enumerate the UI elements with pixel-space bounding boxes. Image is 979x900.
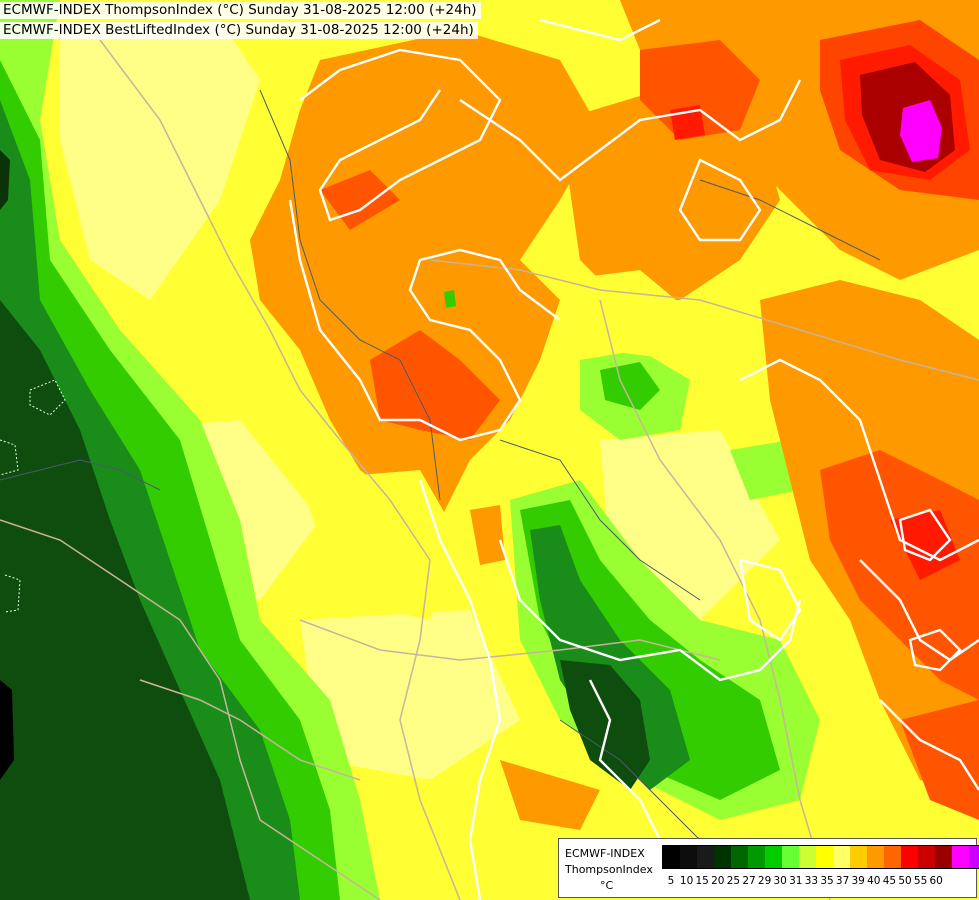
legend-swatch — [799, 846, 816, 868]
legend-tick-label: 55 — [913, 875, 928, 887]
black-patch-northwest — [0, 150, 10, 210]
legend-unit: °C — [600, 879, 614, 892]
orange-patch-center — [470, 505, 505, 565]
legend-swatch — [969, 846, 979, 868]
contour-south-1 — [418, 479, 502, 900]
legend-tick-label: 29 — [757, 875, 772, 887]
legend-swatch — [816, 846, 833, 868]
legend-swatch — [782, 846, 799, 868]
red-orange-zone-north — [320, 170, 400, 230]
legend-swatch — [833, 846, 850, 868]
red-orange-zone-center — [370, 330, 500, 440]
pale-yellow-zone-northwest — [60, 20, 260, 300]
dotted-contour-2 — [0, 439, 19, 476]
contour-east-closed — [898, 508, 952, 562]
legend-title-model: ECMWF-INDEX — [565, 847, 645, 860]
color-legend: ECMWF-INDEX ThompsonIndex °C 5 10 15 20 25 27… — [558, 838, 979, 898]
contour-center-1 — [288, 199, 561, 442]
legend-swatch — [952, 846, 969, 868]
best-lifted-index-contours — [288, 18, 979, 900]
contour-northeast-closed — [678, 158, 762, 242]
yellow-zone-center — [300, 470, 460, 620]
legend-swatch — [663, 846, 680, 868]
magenta-zone-northeast — [900, 100, 942, 162]
legend-tick-label: 45 — [882, 875, 897, 887]
pale-yellow-zone-south — [300, 610, 520, 780]
dotted-contours-west — [0, 379, 66, 613]
legend-swatch — [714, 846, 731, 868]
river-line-2 — [499, 439, 701, 601]
legend-tick-label: 30 — [773, 875, 787, 887]
legend-title-index: ThompsonIndex — [565, 863, 653, 876]
legend-tick-label: 60 — [929, 875, 943, 887]
legend-color-bar — [662, 845, 979, 869]
orange-zone-northeast-center — [560, 90, 780, 300]
border-line-center — [99, 39, 461, 900]
deep-green-zone-southcenter — [560, 660, 650, 790]
contour-north-3 — [539, 18, 661, 42]
legend-swatch — [731, 846, 748, 868]
orange-zone-south — [500, 760, 600, 830]
contour-south-2 — [498, 539, 802, 682]
legend-tick-label: 27 — [742, 875, 756, 887]
dotted-contour-3 — [4, 574, 21, 613]
green-patch-center — [600, 362, 660, 410]
coastlines-and-rivers — [0, 89, 881, 841]
legend-swatch — [697, 846, 714, 868]
legend-tick-label: 5 — [667, 875, 675, 887]
legend-tick-label: 25 — [726, 875, 741, 887]
river-line-3 — [559, 719, 701, 841]
legend-swatch — [884, 846, 901, 868]
yellow-zone-center-north — [560, 270, 700, 360]
legend-swatch — [918, 846, 935, 868]
river-line-4 — [699, 179, 881, 261]
legend-swatch — [935, 846, 952, 868]
legend-tick-label: 40 — [867, 875, 881, 887]
coastline-west — [0, 459, 161, 491]
legend-tick-label: 37 — [835, 875, 850, 887]
legend-swatch — [850, 846, 867, 868]
legend-swatch — [867, 846, 884, 868]
contour-east-3 — [879, 699, 979, 791]
contour-southeast-closed — [908, 628, 962, 672]
legend-swatch — [748, 846, 765, 868]
legend-tick-label: 15 — [695, 875, 709, 887]
country-borders — [0, 39, 979, 900]
light-green-zone-east — [730, 440, 800, 500]
border-line-east — [599, 299, 831, 900]
border-line-south — [299, 619, 721, 661]
legend-swatch — [680, 846, 697, 868]
contour-north-1 — [299, 48, 502, 222]
map-title-line-2: ECMWF-INDEX BestLiftedIndex (°C) Sunday … — [0, 22, 478, 39]
legend-tick-label: 35 — [820, 875, 834, 887]
border-line-west — [0, 519, 381, 900]
legend-swatch — [765, 846, 782, 868]
legend-tick-label: 31 — [789, 875, 803, 887]
legend-tick-label: 39 — [851, 875, 865, 887]
legend-tick-label: 10 — [679, 875, 694, 887]
green-zone-southcenter — [520, 500, 780, 800]
legend-tick-label: 50 — [898, 875, 912, 887]
legend-swatch — [901, 846, 918, 868]
legend-tick-label: 20 — [711, 875, 725, 887]
legend-tick-label: 33 — [804, 875, 819, 887]
contour-north-2 — [459, 79, 802, 182]
deep-green-zone-west — [0, 300, 250, 900]
black-patch-west — [0, 680, 14, 780]
border-line-southwest — [139, 679, 361, 781]
green-patch-north — [444, 290, 456, 308]
border-line-north — [429, 259, 979, 381]
orange-zone-northcenter — [250, 30, 600, 520]
map-title-line-1: ECMWF-INDEX ThompsonIndex (°C) Sunday 31… — [0, 2, 481, 19]
contour-center-closed — [738, 558, 802, 642]
contour-east-2 — [859, 559, 979, 662]
contour-south-3 — [588, 679, 662, 841]
red-orange-zone-southeast — [900, 700, 979, 820]
river-line-1 — [259, 89, 441, 501]
